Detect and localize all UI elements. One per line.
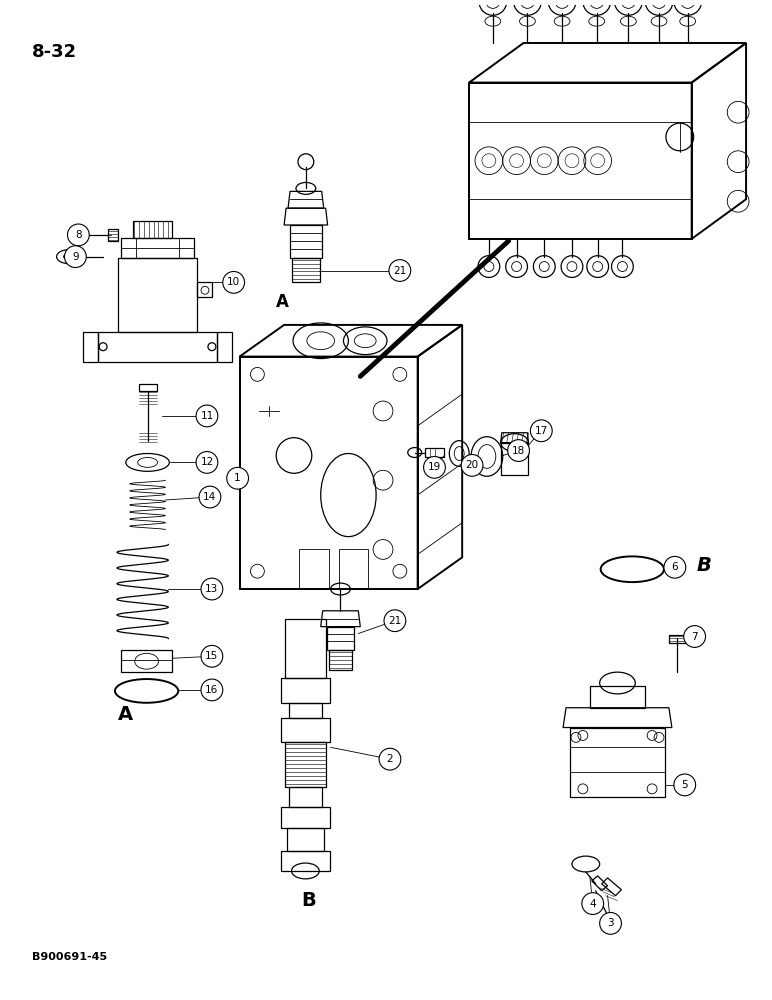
Circle shape [384, 610, 406, 632]
Text: B: B [301, 891, 316, 910]
Circle shape [508, 440, 530, 461]
Circle shape [67, 224, 90, 246]
Text: A: A [118, 705, 133, 724]
Text: 12: 12 [200, 457, 214, 467]
Text: 8-32: 8-32 [32, 43, 77, 61]
Text: 10: 10 [227, 277, 240, 287]
Text: 1: 1 [235, 473, 241, 483]
Circle shape [199, 486, 221, 508]
Text: B900691-45: B900691-45 [32, 952, 107, 962]
Text: 21: 21 [393, 266, 407, 276]
Circle shape [201, 679, 223, 701]
Text: A: A [276, 293, 289, 311]
Text: 7: 7 [691, 632, 698, 642]
Text: 13: 13 [205, 584, 218, 594]
Circle shape [461, 454, 483, 476]
Text: 9: 9 [72, 252, 79, 262]
Bar [108, 229, 118, 241]
Text: 11: 11 [200, 411, 214, 421]
Text: 3: 3 [608, 918, 614, 928]
Text: 8: 8 [75, 230, 82, 240]
Text: 15: 15 [205, 651, 218, 661]
Circle shape [530, 420, 552, 442]
Circle shape [389, 260, 411, 281]
Bar [78, 231, 84, 239]
Circle shape [582, 893, 604, 914]
Circle shape [196, 405, 218, 427]
Circle shape [664, 556, 686, 578]
Circle shape [65, 246, 86, 268]
Text: 6: 6 [672, 562, 678, 572]
Circle shape [227, 467, 249, 489]
Text: 17: 17 [535, 426, 548, 436]
Circle shape [600, 912, 621, 934]
Circle shape [201, 578, 223, 600]
Circle shape [424, 456, 445, 478]
Bar [121, 650, 172, 672]
Text: B: B [696, 556, 712, 575]
Circle shape [223, 271, 245, 293]
Circle shape [196, 452, 218, 473]
Text: 4: 4 [590, 899, 596, 909]
Text: 19: 19 [428, 462, 441, 472]
Circle shape [379, 748, 401, 770]
Text: 20: 20 [466, 460, 479, 470]
Text: 2: 2 [387, 754, 393, 764]
Text: 16: 16 [205, 685, 218, 695]
Text: 21: 21 [388, 616, 401, 626]
Circle shape [674, 774, 696, 796]
Circle shape [684, 626, 706, 647]
Text: 14: 14 [203, 492, 217, 502]
Text: 18: 18 [512, 446, 525, 456]
Text: 5: 5 [682, 780, 688, 790]
Circle shape [201, 645, 223, 667]
